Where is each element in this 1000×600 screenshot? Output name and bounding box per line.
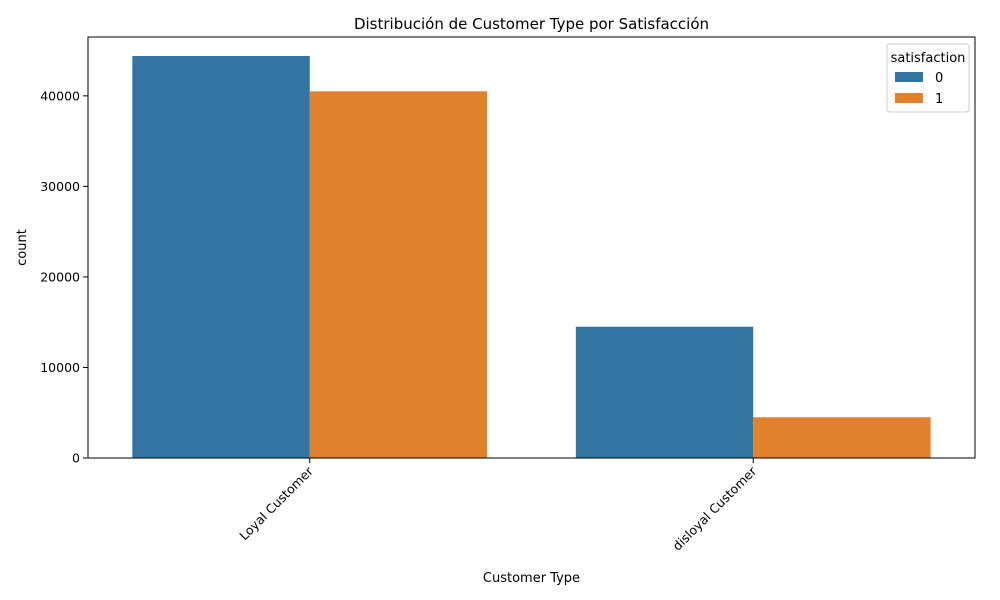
legend-label-1: 1 xyxy=(935,92,943,107)
plot-area: 0 10000 20000 30000 40000 Loyal Customer disl… xyxy=(40,36,976,554)
y-tick-label: 40000 xyxy=(40,88,80,103)
legend-swatch-1 xyxy=(895,93,923,103)
legend-title: satisfaction xyxy=(891,51,966,66)
y-tick-label: 20000 xyxy=(40,269,80,284)
legend: satisfaction 0 1 xyxy=(886,43,970,113)
plot-frame xyxy=(87,36,976,459)
y-axis: 0 10000 20000 30000 40000 xyxy=(40,88,88,466)
legend-label-0: 0 xyxy=(935,71,943,86)
y-axis-label: count xyxy=(15,229,30,266)
y-tick-label: 10000 xyxy=(40,360,80,375)
bar-disloyal-customer-series-0 xyxy=(575,326,754,458)
y-tick-label: 0 xyxy=(72,451,80,466)
legend-swatch-0 xyxy=(895,72,923,82)
y-tick-label: 30000 xyxy=(40,179,80,194)
bars-group xyxy=(132,56,931,459)
x-axis-label: Customer Type xyxy=(483,571,580,586)
x-tick-label: disloyal Customer xyxy=(669,463,760,554)
bar-disloyal-customer-series-1 xyxy=(753,417,931,458)
chart-title: Distribución de Customer Type por Satisf… xyxy=(354,15,709,33)
bar-loyal-customer-series-1 xyxy=(309,91,488,459)
x-axis: Loyal Customer disloyal Customer xyxy=(236,458,760,554)
x-tick-label: Loyal Customer xyxy=(236,463,316,543)
bar-loyal-customer-series-0 xyxy=(132,56,310,458)
